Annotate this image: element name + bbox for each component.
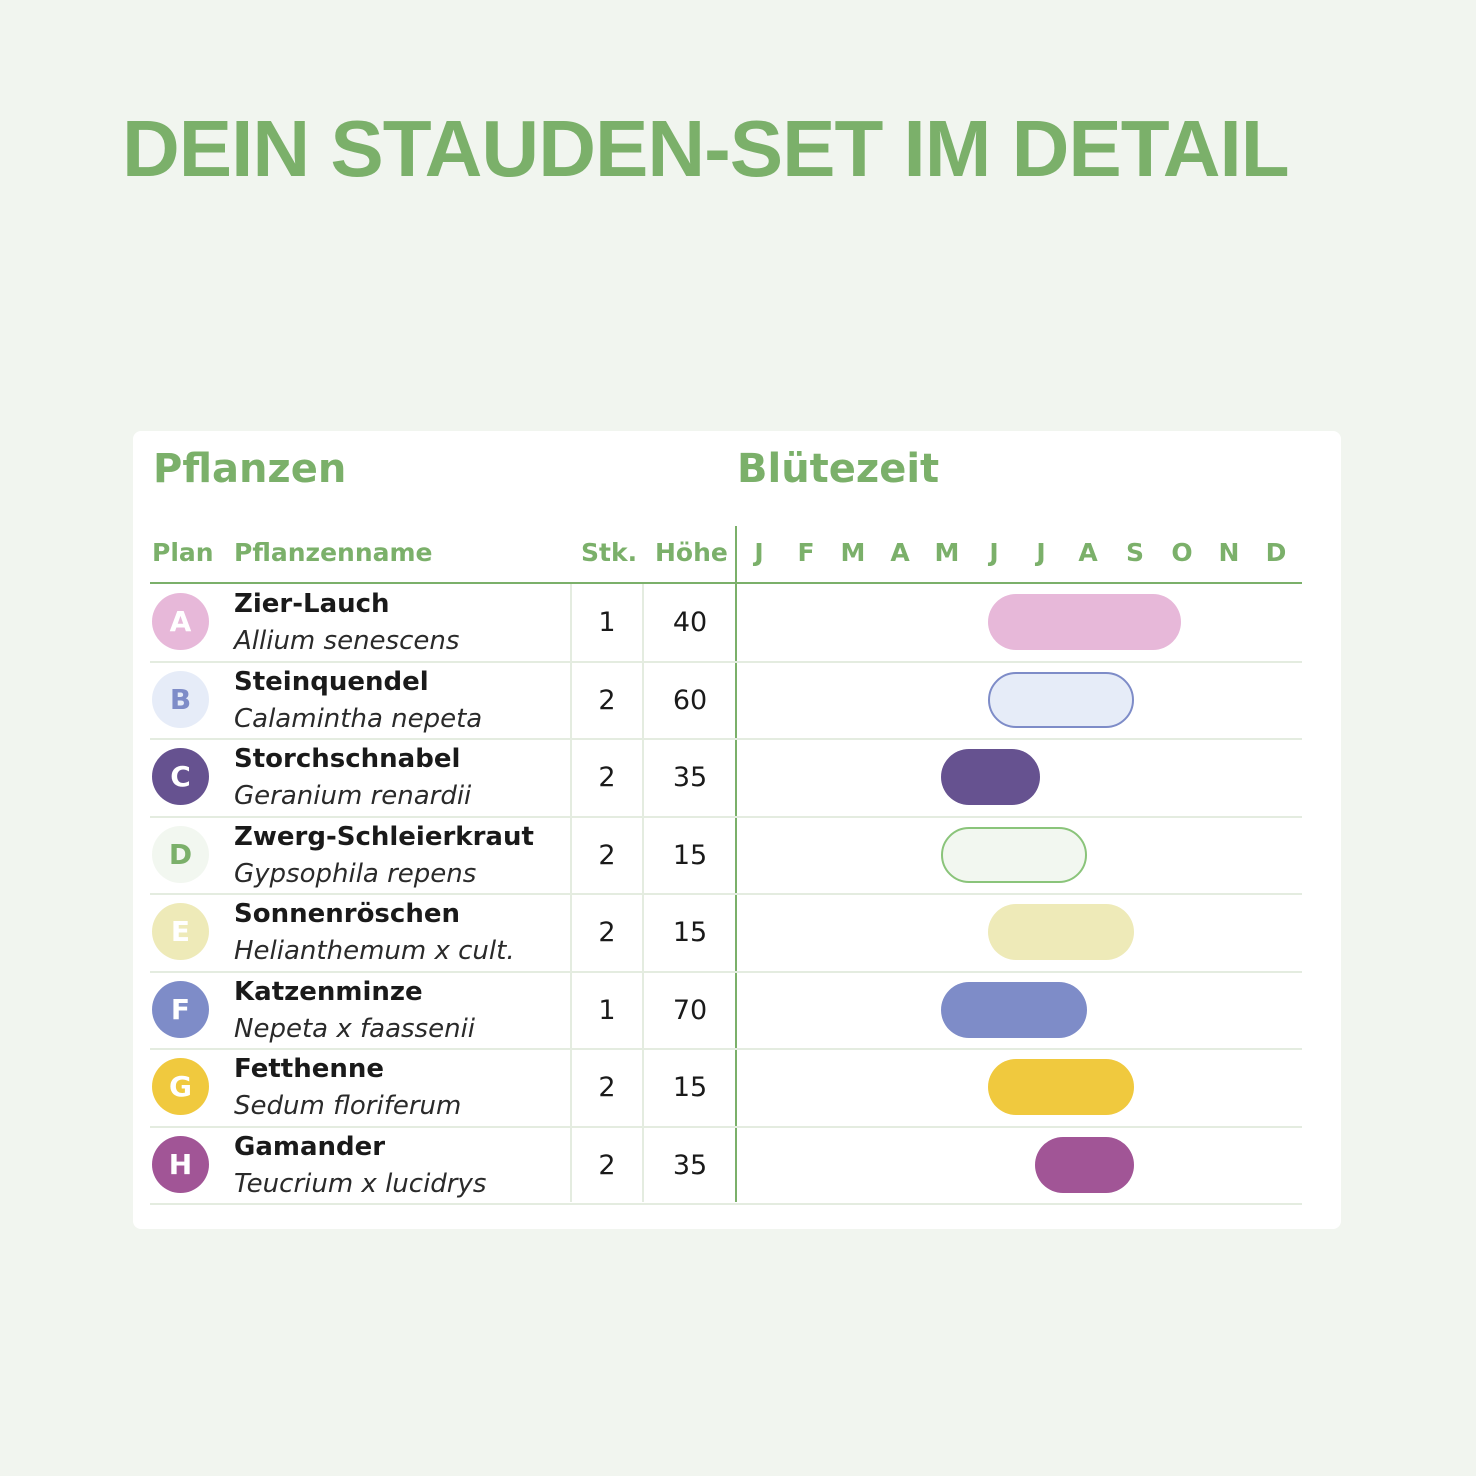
plan-badge: D: [152, 825, 209, 883]
plant-quantity: 2: [598, 1149, 616, 1181]
plant-height: 60: [672, 684, 708, 716]
plant-quantity: 1: [598, 607, 616, 638]
plant-height: 70: [672, 994, 708, 1026]
plant-latin-name: Teucrium x lucidrys: [234, 1168, 487, 1199]
plant-latin-name: Gypsophila repens: [234, 858, 477, 889]
bloom-bar: [988, 1059, 1134, 1115]
plant-quantity: 1: [598, 994, 616, 1026]
plant-name: Fetthenne: [234, 1054, 384, 1084]
plant-latin-name: Nepeta x faassenii: [234, 1013, 476, 1044]
header-height: Höhe: [655, 538, 728, 567]
plant-name: Katzenminze: [234, 976, 423, 1007]
plan-badge: B: [152, 670, 209, 728]
plant-latin-name: Allium senescens: [234, 626, 460, 656]
plan-badge: A: [152, 593, 209, 650]
bloom-bar: [941, 826, 1087, 883]
bloom-bar: [988, 904, 1134, 960]
plant-name: Gamander: [234, 1131, 386, 1162]
month-label: J: [1036, 538, 1046, 567]
row-divider: [150, 1203, 1302, 1205]
bloom-bar: [988, 594, 1181, 650]
plant-quantity: 2: [598, 1072, 616, 1103]
bloom-bar: [941, 749, 1040, 805]
plan-badge: H: [152, 1135, 209, 1193]
bloom-bar: [1035, 1136, 1134, 1193]
row-divider: [150, 971, 1302, 973]
month-label: S: [1125, 538, 1144, 567]
plant-name: Steinquendel: [234, 666, 429, 697]
plant-height: 35: [672, 1149, 708, 1181]
month-label: M: [934, 538, 960, 567]
plant-name: Storchschnabel: [234, 744, 461, 774]
plant-quantity: 2: [598, 762, 616, 793]
plant-quantity: 2: [598, 684, 616, 716]
row-divider: [150, 738, 1302, 740]
section-title-bloom: Blütezeit: [737, 446, 940, 492]
plant-name: Zier-Lauch: [234, 589, 390, 619]
month-label: D: [1265, 538, 1287, 567]
plant-quantity: 2: [598, 839, 616, 871]
month-label: J: [989, 538, 999, 567]
bloom-divider: [735, 526, 737, 1202]
plant-latin-name: Helianthemum x cult.: [234, 936, 515, 966]
plant-height: 35: [672, 762, 708, 793]
plant-latin-name: Geranium renardii: [234, 781, 472, 811]
bloom-bar: [941, 981, 1087, 1038]
month-label: A: [1078, 538, 1098, 567]
plant-height: 15: [672, 1072, 708, 1103]
row-divider: [150, 816, 1302, 818]
plant-table-card: [133, 431, 1341, 1229]
plant-height: 15: [672, 839, 708, 871]
section-title-plants: Pflanzen: [153, 446, 347, 492]
plan-badge: E: [152, 903, 209, 960]
header-plant-name: Pflanzenname: [234, 538, 433, 567]
row-divider: [150, 1126, 1302, 1128]
header-divider: [150, 582, 1302, 584]
plan-badge: C: [152, 748, 209, 805]
row-divider: [150, 661, 1302, 663]
plan-badge: F: [152, 980, 209, 1038]
month-label: F: [797, 538, 815, 567]
plant-quantity: 2: [598, 917, 616, 948]
plant-name: Sonnenröschen: [234, 899, 460, 929]
bloom-bar: [988, 671, 1134, 728]
plant-latin-name: Calamintha nepeta: [234, 703, 483, 734]
row-divider: [150, 893, 1302, 895]
month-label: J: [754, 538, 764, 567]
month-label: N: [1218, 538, 1240, 567]
plan-badge: G: [152, 1058, 209, 1115]
plant-height: 15: [672, 917, 708, 948]
month-label: A: [890, 538, 910, 567]
month-label: O: [1171, 538, 1193, 567]
header-quantity: Stk.: [581, 538, 638, 567]
header-plan: Plan: [152, 538, 214, 567]
row-divider: [150, 1048, 1302, 1050]
month-label: M: [840, 538, 866, 567]
plant-latin-name: Sedum floriferum: [234, 1091, 462, 1121]
plant-height: 40: [672, 607, 708, 638]
plant-name: Zwerg-Schleierkraut: [234, 821, 534, 852]
page-title: DEIN STAUDEN-SET IM DETAIL: [122, 104, 1290, 193]
